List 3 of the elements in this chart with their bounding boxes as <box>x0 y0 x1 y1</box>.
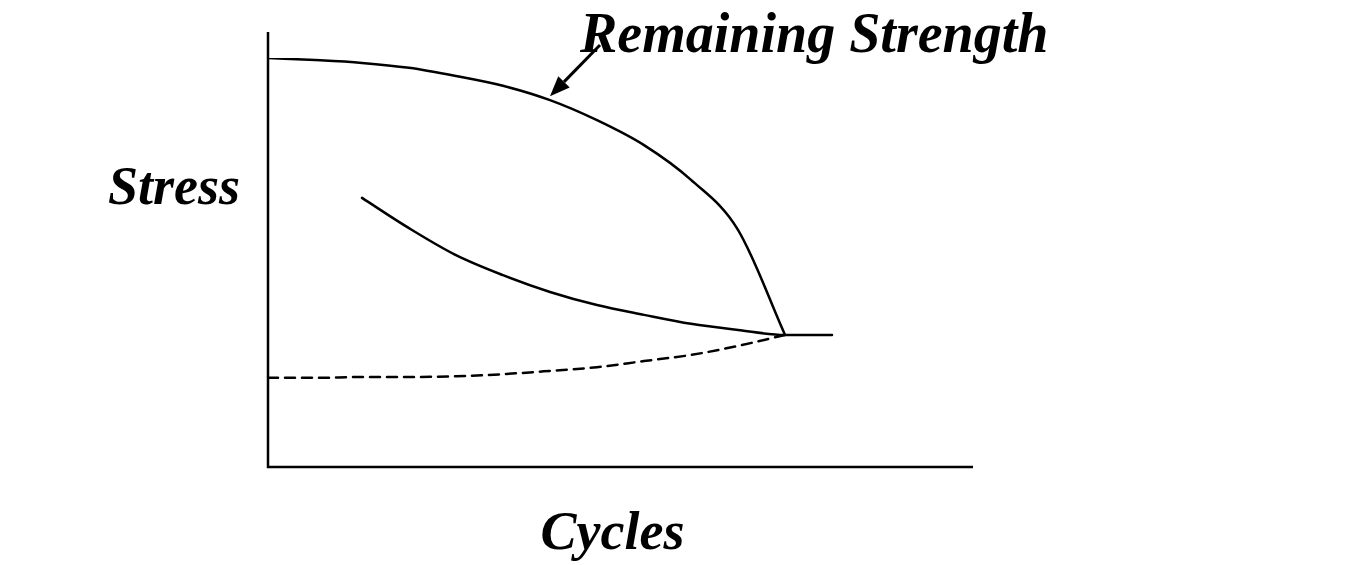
legend-label: Remaining Strength <box>579 2 1049 64</box>
y-axis-title: Stress <box>107 155 240 216</box>
x-axis-title: Cycles <box>540 500 685 561</box>
